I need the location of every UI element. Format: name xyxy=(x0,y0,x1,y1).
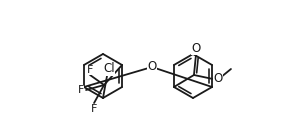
Text: O: O xyxy=(191,41,200,55)
Text: F: F xyxy=(87,65,93,75)
Text: O: O xyxy=(213,72,223,86)
Text: F: F xyxy=(78,85,84,95)
Text: Cl: Cl xyxy=(103,63,115,75)
Text: F: F xyxy=(91,104,97,114)
Text: O: O xyxy=(147,61,157,73)
